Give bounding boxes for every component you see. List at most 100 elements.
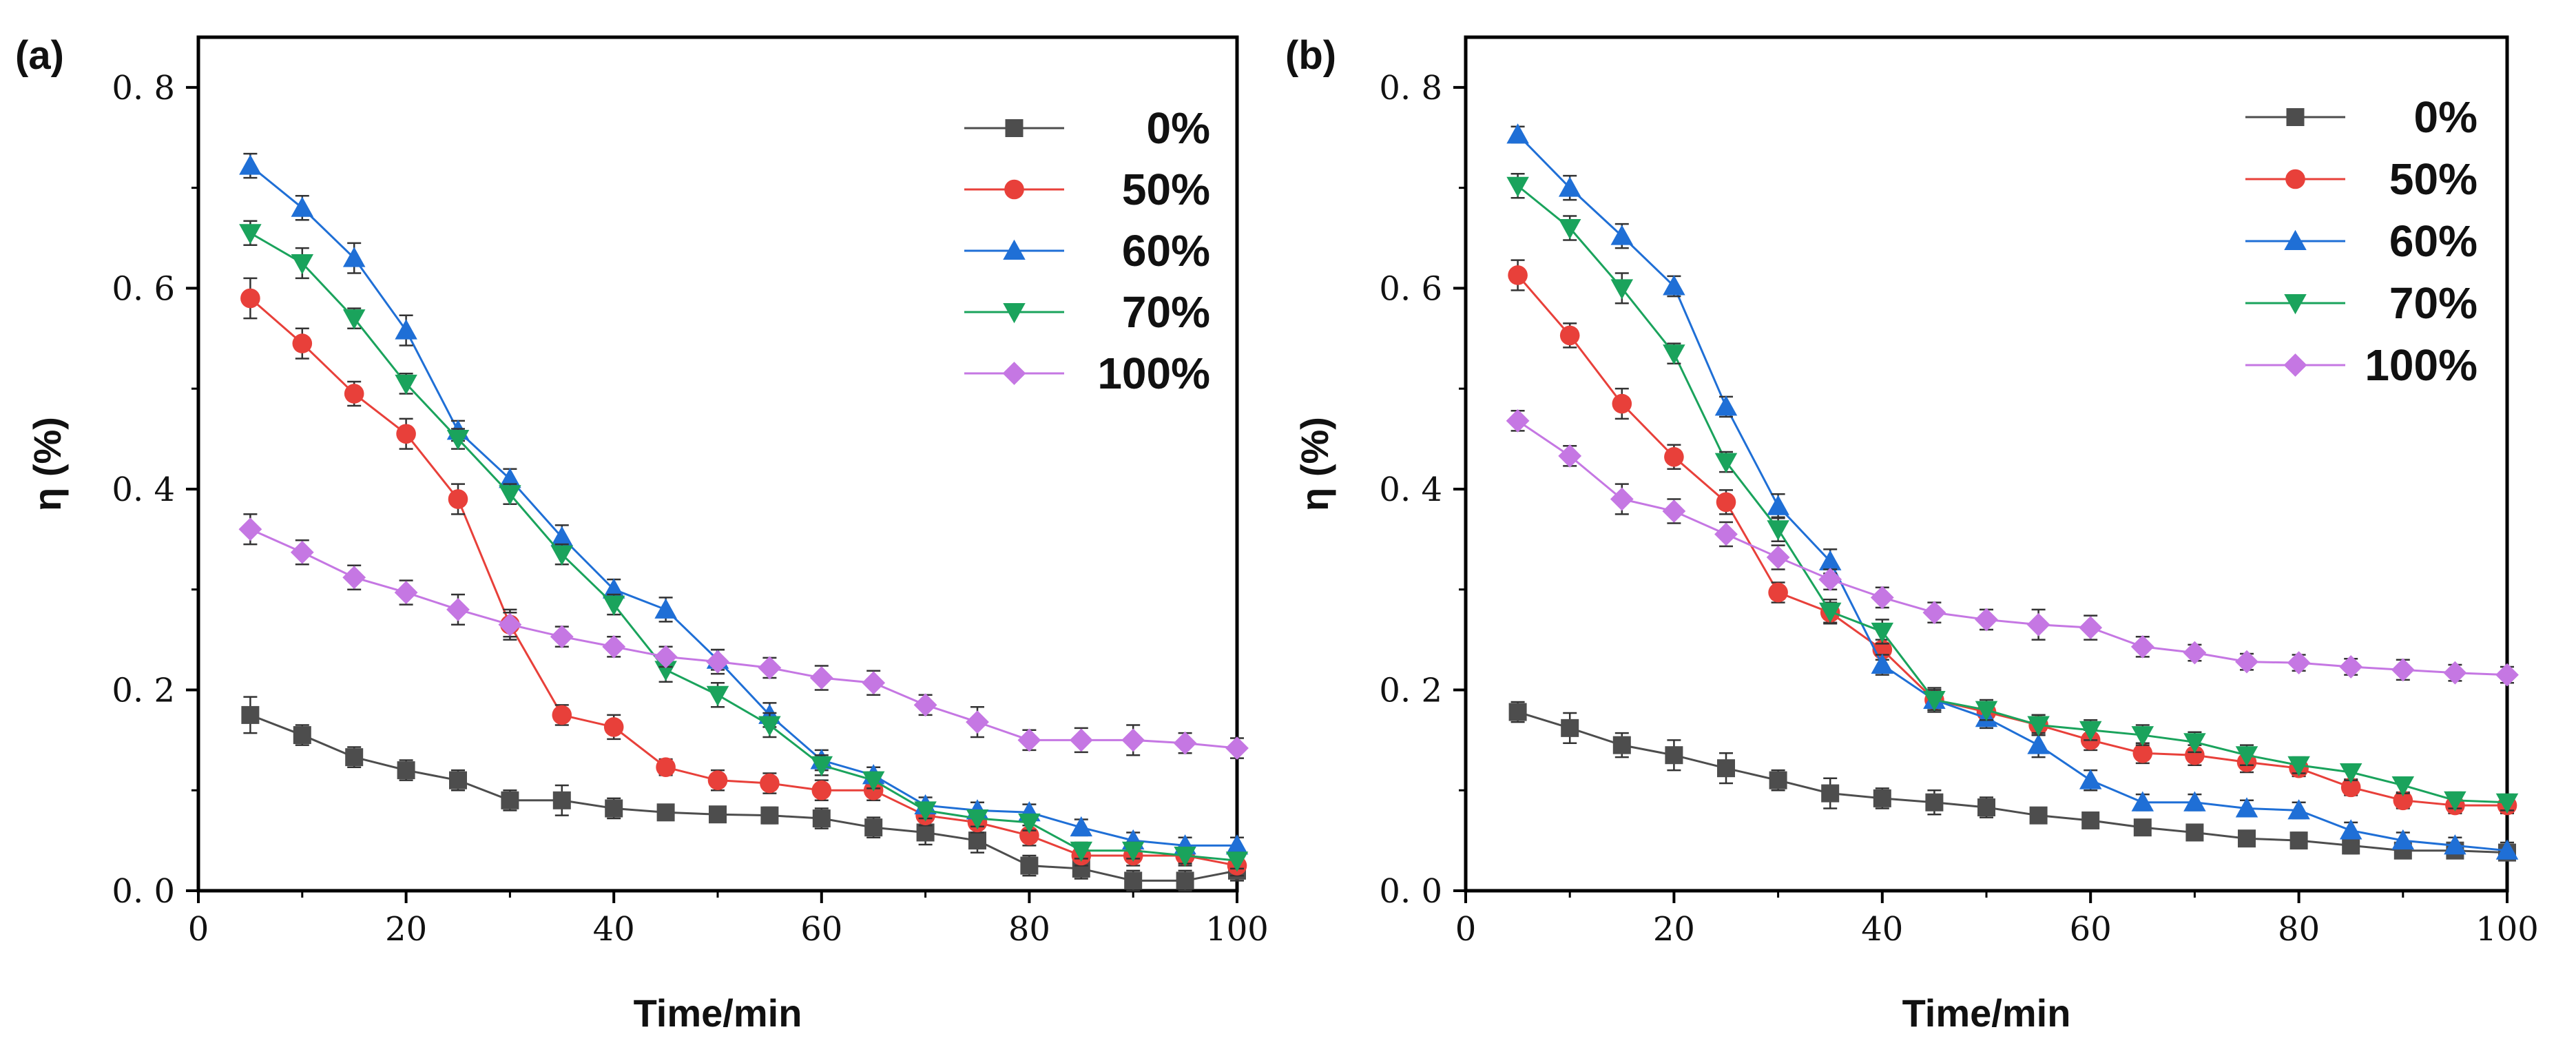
panel-label: (b) xyxy=(1285,33,1336,78)
data-point xyxy=(290,540,314,564)
legend-label: 0% xyxy=(2414,92,2478,142)
data-point xyxy=(707,770,728,790)
data-point xyxy=(1508,265,1528,285)
series-line xyxy=(249,297,1238,867)
legend-swatch-marker xyxy=(1002,362,1026,385)
data-point xyxy=(1769,771,1787,789)
data-point xyxy=(2235,746,2258,767)
x-axis-title: Time/min xyxy=(634,991,802,1035)
data-point xyxy=(1506,123,1529,144)
data-point xyxy=(2183,733,2206,754)
y-tick-label: 0. 2 xyxy=(112,671,175,710)
data-point xyxy=(1508,703,1527,721)
legend-swatch-marker xyxy=(1005,119,1024,137)
data-point xyxy=(1225,851,1249,872)
data-point xyxy=(654,598,677,619)
data-point xyxy=(1663,275,1685,296)
series-0pct xyxy=(1508,701,2516,862)
data-point xyxy=(344,384,364,404)
y-tick-label: 0. 0 xyxy=(1379,872,1442,911)
data-point xyxy=(966,809,989,830)
data-point xyxy=(654,645,678,669)
data-point xyxy=(239,224,262,245)
data-point xyxy=(2495,663,2519,687)
data-point xyxy=(1124,871,1143,890)
data-point xyxy=(809,666,833,690)
x-tick-label: 20 xyxy=(385,910,427,949)
data-point xyxy=(1506,409,1530,433)
data-point xyxy=(1070,841,1093,862)
data-point xyxy=(1818,602,1842,623)
data-point xyxy=(2238,829,2256,848)
y-tick-label: 0. 4 xyxy=(112,471,175,509)
x-tick-label: 20 xyxy=(1653,910,1695,949)
data-point xyxy=(499,468,521,488)
data-point xyxy=(916,823,935,842)
data-point xyxy=(2079,721,2102,742)
legend-label: 70% xyxy=(1122,287,1210,337)
data-point xyxy=(603,717,624,737)
data-point xyxy=(2287,651,2311,675)
data-point xyxy=(394,581,418,604)
series-line xyxy=(1517,185,2508,804)
data-point xyxy=(550,526,574,546)
data-point xyxy=(602,578,625,599)
data-point xyxy=(1871,622,1894,643)
data-point xyxy=(448,489,468,509)
data-point xyxy=(706,650,729,674)
data-point xyxy=(293,726,311,745)
plot-frame xyxy=(1464,35,2509,893)
data-point xyxy=(2130,634,2154,659)
data-point xyxy=(1612,736,1631,754)
x-tick-label: 80 xyxy=(2278,910,2320,949)
data-point xyxy=(1561,719,1579,737)
series-line xyxy=(249,528,1238,750)
data-point xyxy=(1717,759,1735,778)
data-point xyxy=(291,254,314,275)
data-point xyxy=(2339,819,2362,840)
data-point xyxy=(1018,813,1041,834)
data-point xyxy=(550,545,574,566)
legend-swatch-marker xyxy=(2284,294,2307,315)
data-point xyxy=(654,661,677,681)
data-point xyxy=(552,791,571,809)
data-point xyxy=(1870,586,1894,610)
data-point xyxy=(2289,831,2308,850)
legend-label: 50% xyxy=(1122,165,1210,214)
data-point xyxy=(396,424,416,444)
y-tick-label: 0. 2 xyxy=(1379,671,1442,710)
series-50pct xyxy=(240,277,1247,877)
data-point xyxy=(1925,793,1944,812)
series-line xyxy=(249,165,1237,847)
data-point xyxy=(1173,731,1197,755)
data-point xyxy=(291,196,314,217)
data-point xyxy=(913,693,937,717)
data-point xyxy=(2079,616,2103,639)
series-60pct xyxy=(239,152,1249,855)
data-point xyxy=(2026,612,2050,637)
data-point xyxy=(810,756,833,777)
data-point xyxy=(1070,816,1093,837)
data-point xyxy=(1176,871,1194,890)
data-point xyxy=(397,761,415,780)
data-point xyxy=(602,595,625,616)
data-point xyxy=(2393,790,2413,811)
legend-label: 60% xyxy=(2389,216,2478,266)
legend-label: 60% xyxy=(1122,226,1210,276)
chart-panel-b: (b) 0 20 40 60 80 100 0. 0 0. 2 0. 4 0. 6 0. 8 Time/… xyxy=(1285,33,2539,1035)
series-60pct xyxy=(1506,123,2519,860)
data-point xyxy=(241,705,260,724)
data-point xyxy=(2081,811,2100,829)
data-point xyxy=(238,517,262,541)
data-point xyxy=(1663,344,1685,365)
legend: 0% 50% 60% 70% 100% xyxy=(964,103,1210,398)
legend-swatch-marker xyxy=(1003,239,1026,260)
y-tick-label: 0. 8 xyxy=(112,69,175,107)
data-point xyxy=(1020,856,1039,875)
data-point xyxy=(1610,225,1634,245)
data-point xyxy=(446,597,470,621)
series-0pct xyxy=(241,696,1246,892)
data-point xyxy=(1975,701,1998,721)
data-point xyxy=(1768,582,1788,603)
